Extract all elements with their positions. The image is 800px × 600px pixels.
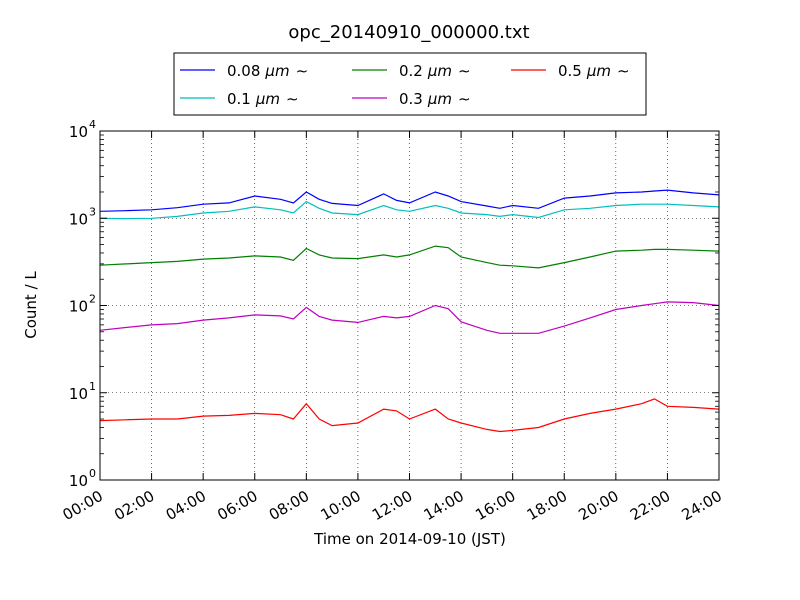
legend-tilde: ∼ <box>286 90 299 108</box>
legend-unit: μm <box>264 62 289 80</box>
y-axis-label: Count / L <box>22 271 40 339</box>
legend-size: 0.5 <box>558 62 582 80</box>
legend-item: 0.5 μm ∼ <box>511 62 630 80</box>
legend-label: 0.3 μm ∼ <box>399 90 471 108</box>
legend-label: 0.5 μm ∼ <box>558 62 630 80</box>
legend-item: 0.3 μm ∼ <box>352 90 471 108</box>
y-tick-exponent: 1 <box>89 380 96 393</box>
y-tick-base: 10 <box>69 123 88 141</box>
legend-tilde: ∼ <box>458 90 471 108</box>
legend-item: 0.1 μm ∼ <box>180 90 299 108</box>
y-tick-base: 10 <box>69 298 88 316</box>
legend-size: 0.08 <box>227 62 260 80</box>
series-line-0_1 <box>99 200 720 220</box>
y-tick-exponent: 2 <box>89 293 96 306</box>
legend-tilde: ∼ <box>458 62 471 80</box>
y-tick-base: 10 <box>69 472 88 490</box>
legend-unit: μm <box>427 90 452 108</box>
y-tick-exponent: 3 <box>89 205 96 218</box>
legend-unit: μm <box>255 90 280 108</box>
y-tick-label: 10 1 <box>69 380 96 403</box>
legend-item: 0.2 μm ∼ <box>352 62 471 80</box>
y-tick-label: 10 3 <box>69 205 96 228</box>
chart-title: opc_20140910_000000.txt <box>288 22 529 43</box>
y-tick-base: 10 <box>69 385 88 403</box>
legend-label: 0.1 μm ∼ <box>227 90 299 108</box>
legend-label: 0.08 μm ∼ <box>227 62 308 80</box>
legend-unit: μm <box>586 62 611 80</box>
y-tick-label: 10 2 <box>69 293 96 316</box>
series-line-0_2 <box>99 245 720 269</box>
x-axis-label: Time on 2014-09-10 (JST) <box>313 530 506 548</box>
legend-unit: μm <box>427 62 452 80</box>
legend-item: 0.08 μm ∼ <box>180 62 308 80</box>
series-line-0_3 <box>99 301 720 334</box>
legend-label: 0.2 μm ∼ <box>399 62 471 80</box>
y-tick-exponent: 4 <box>89 118 96 131</box>
y-tick-label: 10 4 <box>69 118 96 141</box>
legend-size: 0.3 <box>399 90 423 108</box>
y-tick-label: 10 0 <box>69 467 96 490</box>
legend-size: 0.1 <box>227 90 251 108</box>
legend-tilde: ∼ <box>296 62 309 80</box>
legend: 0.08 μm ∼0.1 μm ∼0.2 μm ∼0.3 μm ∼0.5 μm ∼ <box>173 52 647 116</box>
y-tick-base: 10 <box>69 210 88 228</box>
series-line-0_08 <box>99 189 720 212</box>
series-layer <box>99 189 720 433</box>
legend-box <box>173 52 647 116</box>
y-tick-exponent: 0 <box>89 467 96 480</box>
series-line-0_5 <box>99 398 720 433</box>
legend-size: 0.2 <box>399 62 423 80</box>
legend-tilde: ∼ <box>617 62 630 80</box>
